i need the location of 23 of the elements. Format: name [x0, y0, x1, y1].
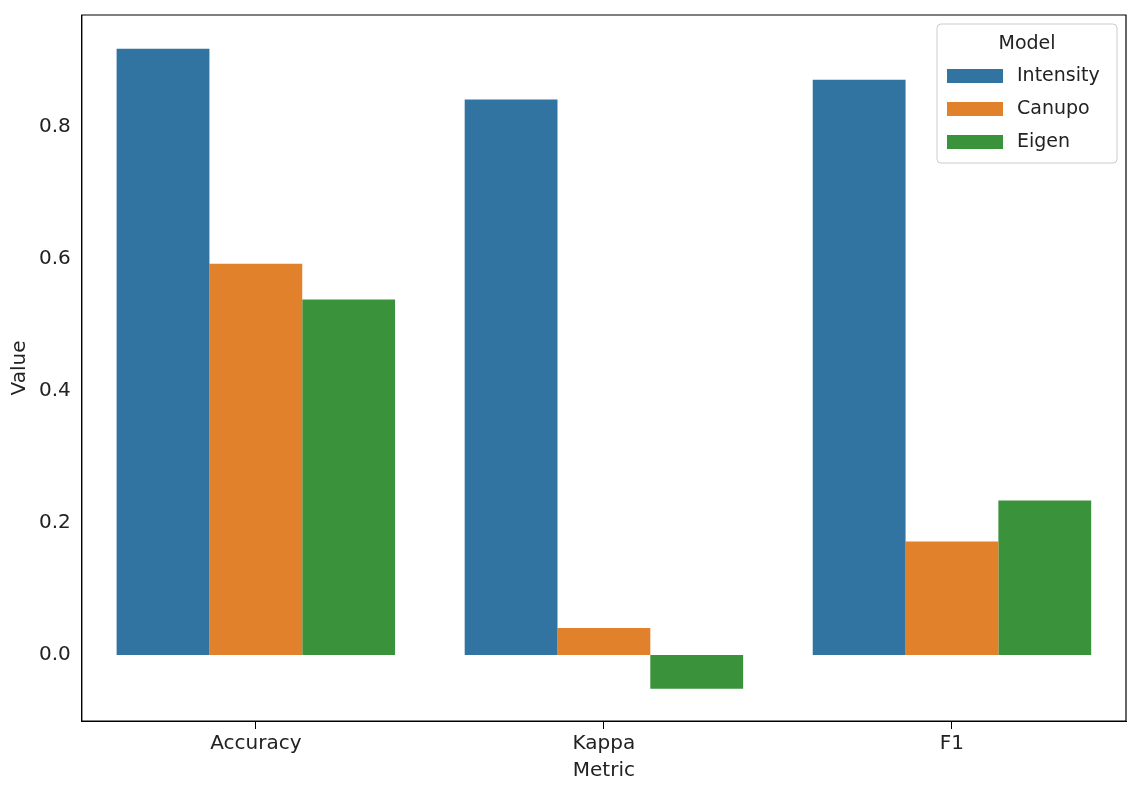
y-axis-title: Value: [6, 340, 31, 396]
legend-label: Intensity: [1017, 62, 1100, 85]
x-tick-label: F1: [939, 730, 965, 755]
bar: [557, 627, 651, 656]
bar: [998, 500, 1092, 656]
y-tick-label: 0.2: [38, 509, 71, 534]
y-tick-label: 0.8: [38, 113, 71, 138]
bar: [464, 99, 558, 656]
x-tick-label: Accuracy: [210, 730, 302, 755]
bar: [812, 79, 906, 656]
y-tick-label: 0.0: [38, 641, 71, 666]
legend-label: Canupo: [1017, 95, 1090, 118]
y-tick-label: 0.6: [38, 245, 71, 270]
x-axis-title: Metric: [572, 757, 635, 782]
legend-title: Model: [998, 30, 1056, 53]
legend-label: Eigen: [1017, 128, 1071, 151]
bar: [209, 263, 303, 656]
bar: [116, 48, 210, 656]
bar: [302, 299, 396, 656]
x-tick-label: Kappa: [572, 730, 636, 755]
y-tick-label: 0.4: [38, 377, 71, 402]
bar: [650, 655, 744, 689]
bar: [905, 541, 999, 656]
